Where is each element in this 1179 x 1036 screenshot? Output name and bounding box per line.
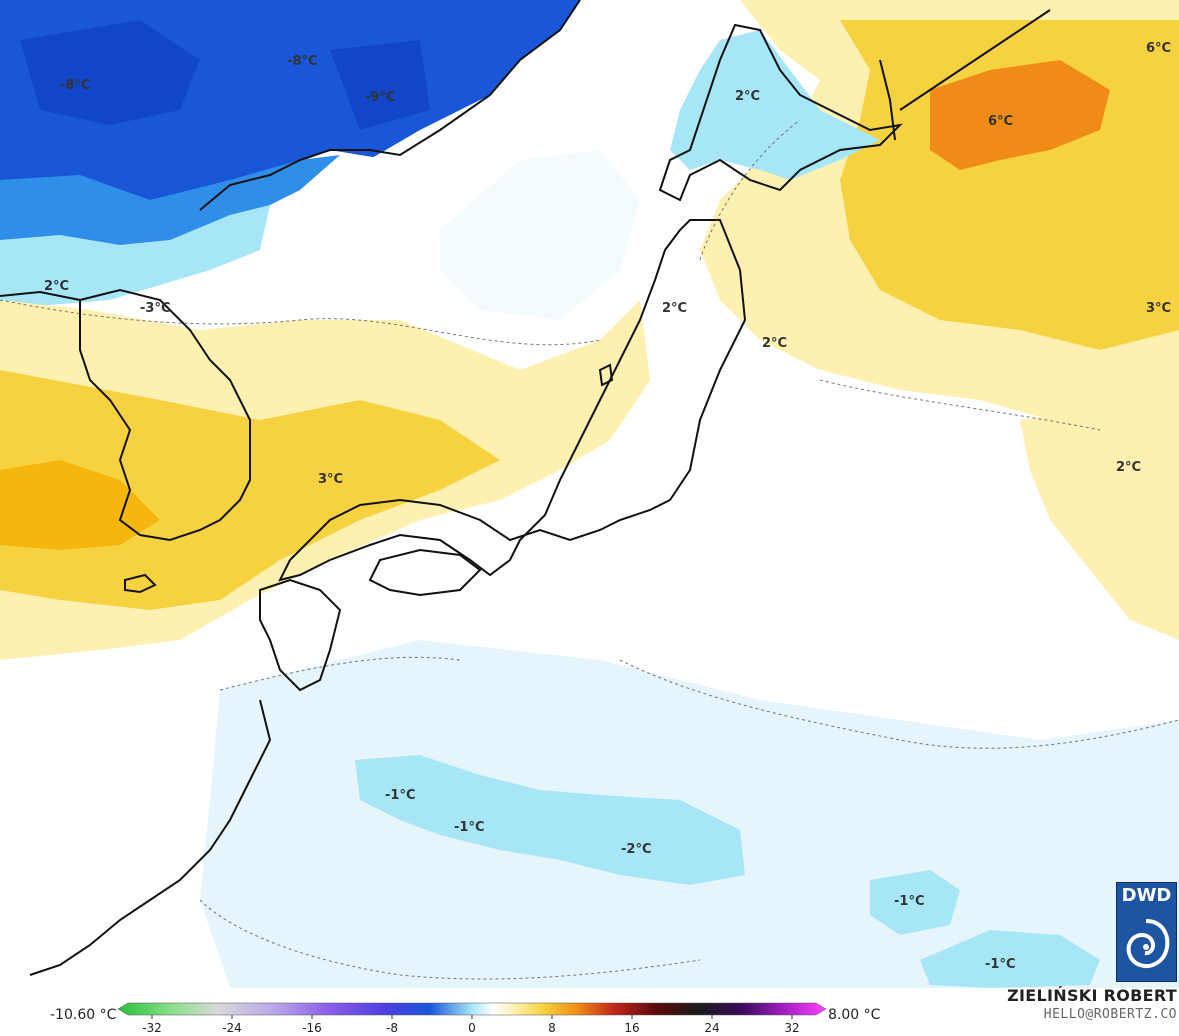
temperature-anomaly-map: -8°C -8°C -9°C 2°C -3°C 2°C 2°C 2°C 6°C … — [0, 0, 1179, 988]
coast-kurils — [899, 9, 1051, 111]
temp-label: 2°C — [662, 301, 687, 316]
coastlines — [0, 0, 1051, 976]
temp-label: -1°C — [385, 788, 415, 803]
colder-patch — [20, 20, 430, 130]
light-cool-fringe — [0, 205, 270, 305]
hot-region-northeast — [930, 60, 1110, 170]
dwd-logo-text: DWD — [1121, 885, 1172, 906]
colorbar-tick-label: -32 — [142, 1021, 162, 1035]
author-email[interactable]: HELLO@ROBERTZ.CO — [1043, 1007, 1177, 1022]
colorbar-tick-label: 16 — [624, 1021, 639, 1035]
coast-jeju — [124, 573, 157, 594]
author-name: ZIELIŃSKI ROBERT — [1007, 986, 1177, 1005]
temp-label: -9°C — [365, 90, 395, 105]
temp-label: -8°C — [60, 78, 90, 93]
coast-hokkaido — [658, 23, 903, 202]
temperature-label-layer: -8°C -8°C -9°C 2°C -3°C 2°C 2°C 2°C 6°C … — [44, 41, 1171, 972]
cold-patch-southeast — [870, 870, 1100, 988]
hokkaido-cool — [670, 30, 880, 180]
temp-label: 2°C — [44, 279, 69, 294]
temp-label: -2°C — [621, 842, 651, 857]
coast-sado — [598, 363, 614, 387]
colorbar-tick-label: 0 — [468, 1021, 476, 1035]
colorbar-tick-label: 8 — [548, 1021, 556, 1035]
coast-kyushu — [259, 578, 342, 692]
legend-min-label: -10.60 °C — [50, 1007, 117, 1023]
colorbar-tick-label: -8 — [386, 1021, 398, 1035]
temp-label: 6°C — [1146, 41, 1171, 56]
warm-region-korea-strait — [0, 370, 500, 610]
colder-region-south — [355, 755, 745, 885]
dwd-logo: DWD — [1116, 882, 1177, 982]
coast-shikoku — [368, 548, 482, 597]
temp-label: 3°C — [318, 472, 343, 487]
colorbar-strip — [118, 1002, 826, 1016]
coast-ryukyu — [29, 699, 272, 976]
legend-max-label: 8.00 °C — [828, 1007, 881, 1023]
warm-region-east — [1020, 400, 1179, 640]
colorbar-ticks: -32 -24 -16 -8 0 8 16 24 32 — [142, 1015, 800, 1035]
temp-label: 6°C — [988, 114, 1013, 129]
temp-label: -1°C — [985, 957, 1015, 972]
temp-label: -8°C — [287, 54, 317, 69]
temp-label: 2°C — [762, 336, 787, 351]
coast-korea — [79, 288, 251, 542]
temperature-colorbar: -32 -24 -16 -8 0 8 16 24 32 — [118, 1002, 826, 1035]
japan-sea-cool — [440, 150, 640, 320]
coast-sakhalin — [879, 59, 896, 141]
legend-footer: -10.60 °C — [0, 986, 1179, 1035]
temp-label: 2°C — [735, 89, 760, 104]
colorbar-tick-label: -16 — [302, 1021, 322, 1035]
warmer-region-sw — [0, 460, 160, 550]
dwd-swirl-icon — [1126, 919, 1170, 968]
coast-russia — [199, 0, 581, 211]
colorbar-tick-label: 32 — [784, 1021, 799, 1035]
temp-label: -1°C — [894, 894, 924, 909]
temp-label: -1°C — [454, 820, 484, 835]
temp-label: 3°C — [1146, 301, 1171, 316]
colorbar-tick-label: -24 — [222, 1021, 242, 1035]
coast-honshu — [278, 219, 747, 582]
colorbar-tick-label: 24 — [704, 1021, 719, 1035]
temp-label: -3°C — [140, 301, 170, 316]
temp-label: 2°C — [1116, 460, 1141, 475]
coast-asia — [0, 290, 81, 301]
contour-lines — [0, 119, 1179, 980]
